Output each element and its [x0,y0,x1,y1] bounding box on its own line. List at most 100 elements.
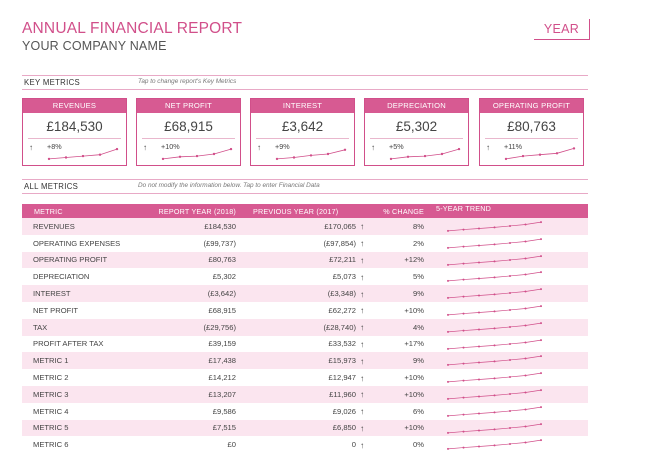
trend-sparkline [447,237,542,249]
key-metric-value: £5,302 [395,119,438,134]
trend-point [509,241,511,244]
trend-point [462,295,465,298]
column-header-metric: METRIC [34,206,63,216]
trend-point [509,275,511,278]
trend-sparkline [447,288,542,300]
key-metric-sparkline [389,147,461,161]
sparkline-point [195,154,199,158]
trend-point [478,345,480,348]
trend-point [478,412,480,415]
all-metrics-hint: Do not modify the information below. Tap… [138,182,320,189]
table-row[interactable]: PROFIT AFTER TAX £39,159 £33,532 ↑ +17% [22,335,588,353]
row-metric: METRIC 4 [33,406,69,416]
table-row[interactable]: METRIC 2 £14,212 £12,947 ↑ +10% [22,369,588,386]
trend-point [540,422,542,425]
row-report-year: (£3,642) [207,289,236,299]
row-metric: OPERATING PROFIT [33,255,108,265]
row-trend [424,235,588,252]
trend-point [478,227,480,230]
key-metric-change: +11% [504,142,523,151]
key-metric-value: £3,642 [281,119,324,134]
key-metric-value: £68,915 [164,119,213,134]
sparkline-point [115,147,119,151]
sparkline-point [64,156,68,159]
trend-sparkline [447,372,542,384]
trend-point [493,226,496,229]
table-row[interactable]: TAX (£29,756) (£28,740) ↑ 4% [22,318,588,336]
key-metric-divider [142,138,235,139]
trend-point [493,360,496,363]
table-row[interactable]: REVENUES £184,530 £170,065 ↑ 8% [22,218,588,235]
up-arrow-icon: ↑ [29,143,33,152]
row-trend [424,218,588,235]
column-header-report-year: REPORT YEAR (2018) [158,206,236,216]
trend-point [447,381,449,384]
row-metric: METRIC 1 [33,356,69,366]
trend-point [524,408,527,411]
trend-point [447,263,449,266]
row-report-year: £0 [227,440,236,450]
trend-point [524,240,527,243]
trend-point [493,276,496,279]
key-metric-card[interactable]: OPERATING PROFIT £80,763 ↑ +11% [479,98,584,166]
trend-point [493,243,496,246]
trend-point [540,321,542,324]
up-arrow-icon: ↑ [360,254,365,265]
row-previous-year: £72,211 [329,255,356,265]
table-row[interactable]: METRIC 3 £13,207 £11,960 ↑ +10% [22,385,588,403]
table-row[interactable]: OPERATING PROFIT £80,763 £72,211 ↑ +12% [22,251,588,269]
trend-point [524,391,527,394]
row-trend [424,386,588,403]
sparkline-point [81,154,85,158]
table-row[interactable]: METRIC 6 £0 0 ↑ 0% [22,436,588,454]
key-metric-sparkline [504,147,576,161]
trend-point [447,397,449,400]
trend-point [478,445,480,448]
row-metric: REVENUES [33,221,75,231]
key-metric-card[interactable]: INTEREST £3,642 ↑ +9% [250,98,355,166]
table-row[interactable]: NET PROFIT £68,915 £62,272 ↑ +10% [22,301,588,319]
table-row[interactable]: METRIC 5 £7,515 £6,850 ↑ +10% [22,419,588,437]
trend-point [447,431,449,434]
trend-point [447,297,449,300]
row-change: +10% [404,305,424,315]
key-metric-change: +9% [275,142,290,151]
row-report-year: £5,302 [212,272,236,282]
row-previous-year: (£3,348) [327,289,356,299]
table-row[interactable]: METRIC 1 £17,438 £15,973 ↑ 9% [22,352,588,370]
sparkline-point [572,147,576,150]
trend-point [462,329,465,332]
trend-point [493,394,496,397]
table-row[interactable]: DEPRECIATION £5,302 £5,073 ↑ 5% [22,268,588,286]
up-arrow-icon: ↑ [360,338,365,349]
trend-point [524,425,527,428]
row-metric: METRIC 3 [33,389,69,399]
table-row[interactable]: METRIC 4 £9,586 £9,026 ↑ 6% [22,402,588,420]
trend-point [509,426,511,429]
key-metrics-bar[interactable]: KEY METRICS Tap to change report's Key M… [22,75,588,90]
trend-point [478,261,480,264]
row-previous-year: 0 [351,440,356,450]
trend-point [509,325,511,328]
row-trend [424,302,588,319]
row-metric: METRIC 6 [33,440,69,450]
row-previous-year: £170,065 [324,221,356,231]
trend-point [447,280,449,283]
sparkline-point [406,155,410,158]
key-metric-card[interactable]: REVENUES £184,530 ↑ +8% [22,98,127,166]
trend-point [462,379,465,382]
key-metric-card[interactable]: NET PROFIT £68,915 ↑ +10% [136,98,241,166]
table-row[interactable]: INTEREST (£3,642) (£3,348) ↑ 9% [22,285,588,302]
key-metric-label: REVENUES [23,99,126,113]
trend-point [493,427,496,430]
trend-point [509,409,511,412]
all-metrics-bar: ALL METRICS Do not modify the informatio… [22,179,588,194]
key-metric-card[interactable]: DEPRECIATION £5,302 ↑ +5% [364,98,469,166]
table-row[interactable]: OPERATING EXPENSES (£99,737) (£97,854) ↑ 2% [22,234,588,252]
up-arrow-icon: ↑ [360,389,365,400]
key-metric-value: £184,530 [46,119,103,134]
year-button[interactable]: YEAR [534,19,590,40]
up-arrow-icon: ↑ [360,221,365,232]
sparkline-path [390,148,460,160]
row-trend [424,352,588,369]
